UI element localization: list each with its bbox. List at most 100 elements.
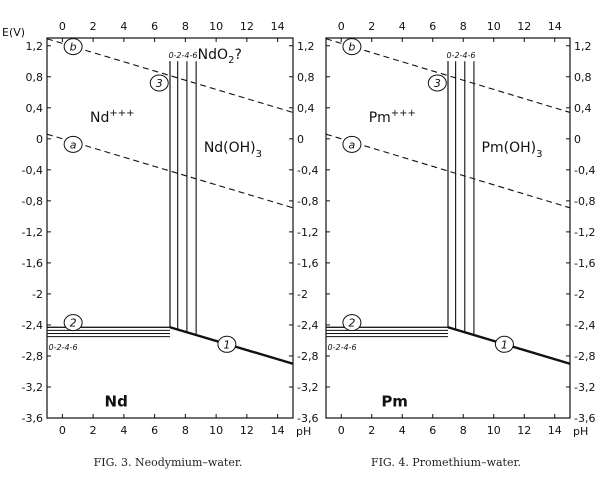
region-label-metal: Nd: [105, 392, 128, 410]
x-axis-title: pH: [573, 425, 588, 438]
concentration-label-top: 0-2-4-6: [446, 51, 475, 60]
line-marker-b-label: b: [70, 41, 77, 54]
y-tick-label-left: -1,2: [22, 226, 43, 239]
y-tick-label-right: -0,8: [297, 195, 318, 208]
y-tick-label-left: 0: [36, 133, 43, 146]
x-tick-label-top: 12: [517, 20, 531, 33]
x-tick-label-top: 4: [399, 20, 406, 33]
x-tick-label-bottom: 12: [240, 424, 254, 437]
figure-caption: FIG. 3. Neodymium–water.: [94, 456, 243, 469]
y-tick-label-right: -3,2: [574, 381, 595, 394]
series-line-a: [46, 133, 294, 209]
y-tick-label-right: 0,8: [297, 71, 315, 84]
line-marker-1-label: 1: [223, 338, 230, 351]
y-tick-label-right: -1,2: [297, 226, 318, 239]
x-tick-label-top: 12: [240, 20, 254, 33]
x-tick-label-bottom: 6: [151, 424, 158, 437]
y-tick-label-right: -1,2: [574, 226, 595, 239]
region-label-hydroxide: Pm(OH)3: [482, 140, 543, 160]
x-tick-label-top: 8: [182, 20, 189, 33]
line-marker-3-label: 3: [156, 77, 163, 90]
x-tick-label-top: 6: [429, 20, 436, 33]
line-marker-2-label: 2: [348, 317, 355, 330]
y-tick-label-left: 1,2: [26, 40, 44, 53]
y-tick-label-left: -2,8: [22, 350, 43, 363]
x-tick-label-bottom: 14: [271, 424, 285, 437]
y-tick-label-right: -2,8: [574, 350, 595, 363]
y-tick-label-left: -0,8: [22, 195, 43, 208]
y-tick-label-left: -0,4: [22, 164, 43, 177]
y-tick-label-right: -2: [574, 288, 585, 301]
x-tick-label-bottom: 8: [460, 424, 467, 437]
series-line-a: [325, 133, 571, 209]
y-tick-label-right: 0: [574, 133, 581, 146]
x-tick-label-top: 8: [460, 20, 467, 33]
series-line-b: [46, 38, 294, 113]
x-tick-label-bottom: 4: [399, 424, 406, 437]
x-tick-label-bottom: 0: [59, 424, 66, 437]
y-tick-label-left: -2,4: [22, 319, 43, 332]
y-tick-label-right: 0,8: [574, 71, 592, 84]
x-tick-label-bottom: 6: [429, 424, 436, 437]
line-marker-a-circle: [342, 135, 362, 153]
y-tick-label-right: 0,4: [297, 102, 315, 115]
promethium-water-chart: 00224466881010121214141,20,80,40-0,4-0,8…: [325, 20, 595, 469]
line-marker-2-circle: [63, 314, 83, 332]
region-label-hydroxide: Nd(OH)3: [204, 140, 262, 160]
y-tick-label-right: -3,6: [297, 412, 318, 425]
x-tick-label-top: 2: [368, 20, 375, 33]
region-label-oxide: NdO2?: [198, 47, 242, 66]
x-tick-label-bottom: 2: [368, 424, 375, 437]
concentration-label-bottom: 0-2-4-6: [328, 343, 357, 352]
line-marker-a-label: a: [70, 138, 77, 151]
x-tick-label-top: 6: [151, 20, 158, 33]
y-tick-label-left: 0,4: [26, 102, 44, 115]
line-marker-3-label: 3: [434, 77, 441, 90]
x-tick-label-top: 10: [209, 20, 223, 33]
y-tick-label-right: 1,2: [297, 40, 315, 53]
x-tick-label-top: 14: [271, 20, 285, 33]
plot-frame: [325, 37, 571, 419]
concentration-label-bottom: 0-2-4-6: [49, 343, 78, 352]
line-marker-b-circle: [63, 38, 83, 56]
region-label-ion: Nd+++: [90, 108, 135, 126]
y-tick-label-right: -0,8: [574, 195, 595, 208]
y-tick-label-left: -3,2: [22, 381, 43, 394]
line-marker-3-circle: [427, 74, 447, 92]
line-marker-3-circle: [149, 74, 169, 92]
y-axis-title: E(V): [2, 26, 25, 39]
line-marker-b-label: b: [348, 41, 355, 54]
x-tick-label-bottom: 10: [487, 424, 501, 437]
x-tick-label-bottom: 14: [548, 424, 562, 437]
line-marker-a-label: a: [349, 138, 356, 151]
line-marker-1-circle: [217, 335, 237, 353]
y-tick-label-right: -3,2: [297, 381, 318, 394]
y-tick-label-right: -0,4: [297, 164, 318, 177]
figure-caption: FIG. 4. Promethium–water.: [371, 456, 521, 469]
series-line-b: [325, 38, 571, 113]
y-tick-label-left: -3,6: [22, 412, 43, 425]
line-marker-b-circle: [342, 38, 362, 56]
y-tick-label-right: -2: [297, 288, 308, 301]
x-tick-label-bottom: 10: [209, 424, 223, 437]
concentration-label-top: 0-2-4-6: [168, 51, 197, 60]
x-tick-label-top: 0: [59, 20, 66, 33]
y-tick-label-right: -2,8: [297, 350, 318, 363]
y-tick-label-right: -2,4: [574, 319, 595, 332]
plot-frame: [46, 37, 294, 419]
x-tick-label-bottom: 12: [517, 424, 531, 437]
x-tick-label-bottom: 2: [90, 424, 97, 437]
x-tick-label-bottom: 0: [338, 424, 345, 437]
x-axis-title: pH: [296, 425, 311, 438]
y-tick-label-right: -1,6: [574, 257, 595, 270]
x-tick-label-top: 0: [338, 20, 345, 33]
y-tick-label-right: -2,4: [297, 319, 318, 332]
y-tick-label-right: -0,4: [574, 164, 595, 177]
y-tick-label-right: -3,6: [574, 412, 595, 425]
x-tick-label-top: 10: [487, 20, 501, 33]
y-tick-label-right: -1,6: [297, 257, 318, 270]
line-marker-2-circle: [342, 314, 362, 332]
line-marker-a-circle: [63, 135, 83, 153]
y-tick-label-left: 0,8: [26, 71, 44, 84]
